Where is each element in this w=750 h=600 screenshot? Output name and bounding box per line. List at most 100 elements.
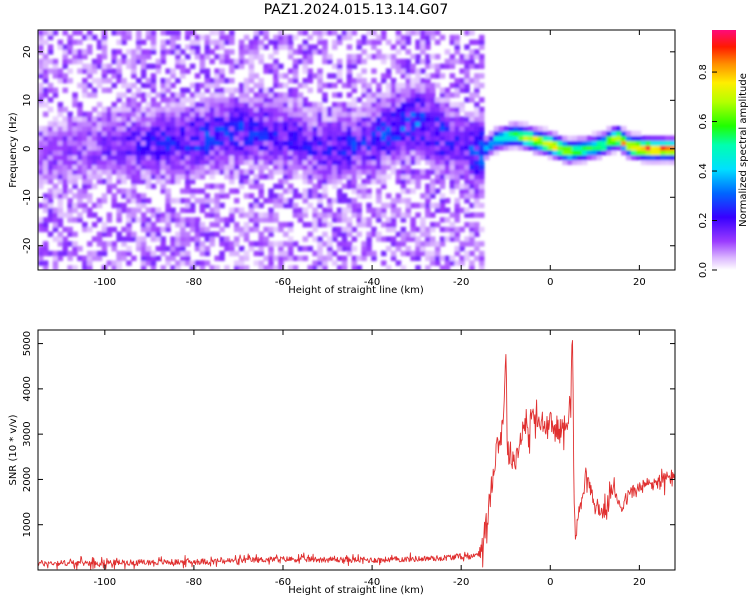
- heatmap-cell: [577, 154, 583, 161]
- heatmap-cell: [185, 150, 191, 156]
- heatmap-cell: [189, 82, 196, 89]
- heatmap-cell: [77, 246, 83, 252]
- heatmap-cell: [52, 154, 59, 161]
- heatmap-cell: [47, 34, 54, 41]
- heatmap-cell: [645, 145, 652, 151]
- heatmap-cell: [444, 92, 451, 98]
- heatmap-cell: [101, 150, 108, 156]
- heatmap-cell: [346, 34, 353, 41]
- heatmap-cell: [439, 154, 446, 161]
- heatmap-cell: [479, 73, 485, 79]
- heatmap-cell: [577, 150, 583, 156]
- heatmap-cell: [77, 135, 83, 141]
- heatmap-cell: [361, 92, 367, 98]
- heatmap-cell: [322, 145, 328, 151]
- heatmap-cell: [42, 193, 49, 199]
- heatmap-cell: [336, 135, 343, 141]
- heatmap-cell: [42, 250, 49, 257]
- heatmap-cell: [292, 145, 299, 151]
- heatmap-cell: [96, 121, 103, 127]
- heatmap-cell: [67, 49, 73, 55]
- heatmap-cell: [439, 126, 446, 132]
- heatmap-cell: [268, 121, 274, 127]
- heatmap-cell: [219, 183, 225, 189]
- heatmap-cell: [317, 169, 323, 175]
- x-tick-label: -40: [364, 577, 380, 588]
- heatmap-cell: [194, 116, 201, 122]
- heatmap-cell: [444, 140, 451, 146]
- heatmap-cell: [47, 44, 54, 50]
- heatmap-cell: [170, 126, 176, 132]
- heatmap-cell: [454, 169, 460, 175]
- heatmap-cell: [273, 202, 279, 209]
- heatmap-cell: [204, 73, 211, 79]
- heatmap-cell: [234, 207, 240, 213]
- heatmap-cell: [307, 145, 313, 151]
- heatmap-cell: [376, 54, 382, 60]
- heatmap-cell: [131, 58, 137, 65]
- heatmap-cell: [62, 126, 68, 132]
- heatmap-cell: [155, 207, 162, 213]
- heatmap-cell: [449, 63, 456, 69]
- heatmap-cell: [371, 169, 377, 175]
- heatmap-cell: [72, 54, 78, 60]
- heatmap-cell: [503, 145, 509, 151]
- heatmap-cell: [439, 73, 446, 79]
- heatmap-cell: [439, 255, 446, 261]
- heatmap-cell: [268, 217, 274, 223]
- heatmap-cell: [307, 58, 313, 65]
- heatmap-cell: [454, 236, 460, 242]
- heatmap-cell: [253, 92, 260, 98]
- heatmap-cell: [140, 250, 147, 257]
- heatmap-cell: [336, 111, 343, 117]
- heatmap-cell: [116, 145, 122, 151]
- heatmap-cell: [140, 222, 147, 228]
- heatmap-cell: [101, 241, 108, 247]
- heatmap-cell: [121, 150, 127, 156]
- heatmap-cell: [258, 126, 264, 132]
- heatmap-cell: [238, 154, 245, 161]
- heatmap-cell: [155, 63, 162, 69]
- heatmap-cell: [332, 217, 338, 223]
- heatmap-cell: [287, 140, 294, 146]
- heatmap-cell: [425, 135, 431, 141]
- heatmap-cell: [121, 202, 127, 209]
- heatmap-cell: [243, 150, 250, 156]
- heatmap-cell: [459, 174, 465, 180]
- heatmap-cell: [175, 34, 181, 41]
- heatmap-cell: [121, 207, 127, 213]
- heatmap-cell: [91, 135, 98, 141]
- heatmap-cell: [474, 231, 480, 237]
- heatmap-cell: [42, 54, 49, 60]
- heatmap-cell: [361, 150, 367, 156]
- heatmap-cell: [655, 140, 661, 146]
- heatmap-cell: [312, 222, 318, 228]
- heatmap-cell: [459, 164, 465, 170]
- heatmap-cell: [67, 130, 73, 137]
- heatmap-cell: [126, 250, 132, 257]
- heatmap-cell: [111, 116, 117, 122]
- heatmap-cell: [77, 126, 83, 132]
- heatmap-cell: [621, 126, 627, 132]
- heatmap-cell: [361, 217, 367, 223]
- heatmap-cell: [381, 183, 387, 189]
- heatmap-cell: [131, 159, 137, 165]
- heatmap-cell: [77, 164, 83, 170]
- heatmap-cell: [322, 111, 328, 117]
- heatmap-cell: [336, 178, 343, 185]
- heatmap-cell: [464, 135, 470, 141]
- heatmap-cell: [248, 54, 255, 60]
- heatmap-cell: [253, 34, 260, 41]
- heatmap-cell: [67, 198, 73, 204]
- heatmap-cell: [67, 174, 73, 180]
- heatmap-cell: [479, 58, 485, 65]
- heatmap-cell: [292, 63, 299, 69]
- heatmap-cell: [219, 202, 225, 209]
- heatmap-cell: [77, 255, 83, 261]
- heatmap-cell: [351, 236, 358, 242]
- heatmap-cell: [405, 150, 411, 156]
- heatmap-cell: [420, 68, 426, 74]
- heatmap-cell: [469, 193, 475, 199]
- heatmap-cell: [273, 145, 279, 151]
- heatmap-cell: [175, 92, 181, 98]
